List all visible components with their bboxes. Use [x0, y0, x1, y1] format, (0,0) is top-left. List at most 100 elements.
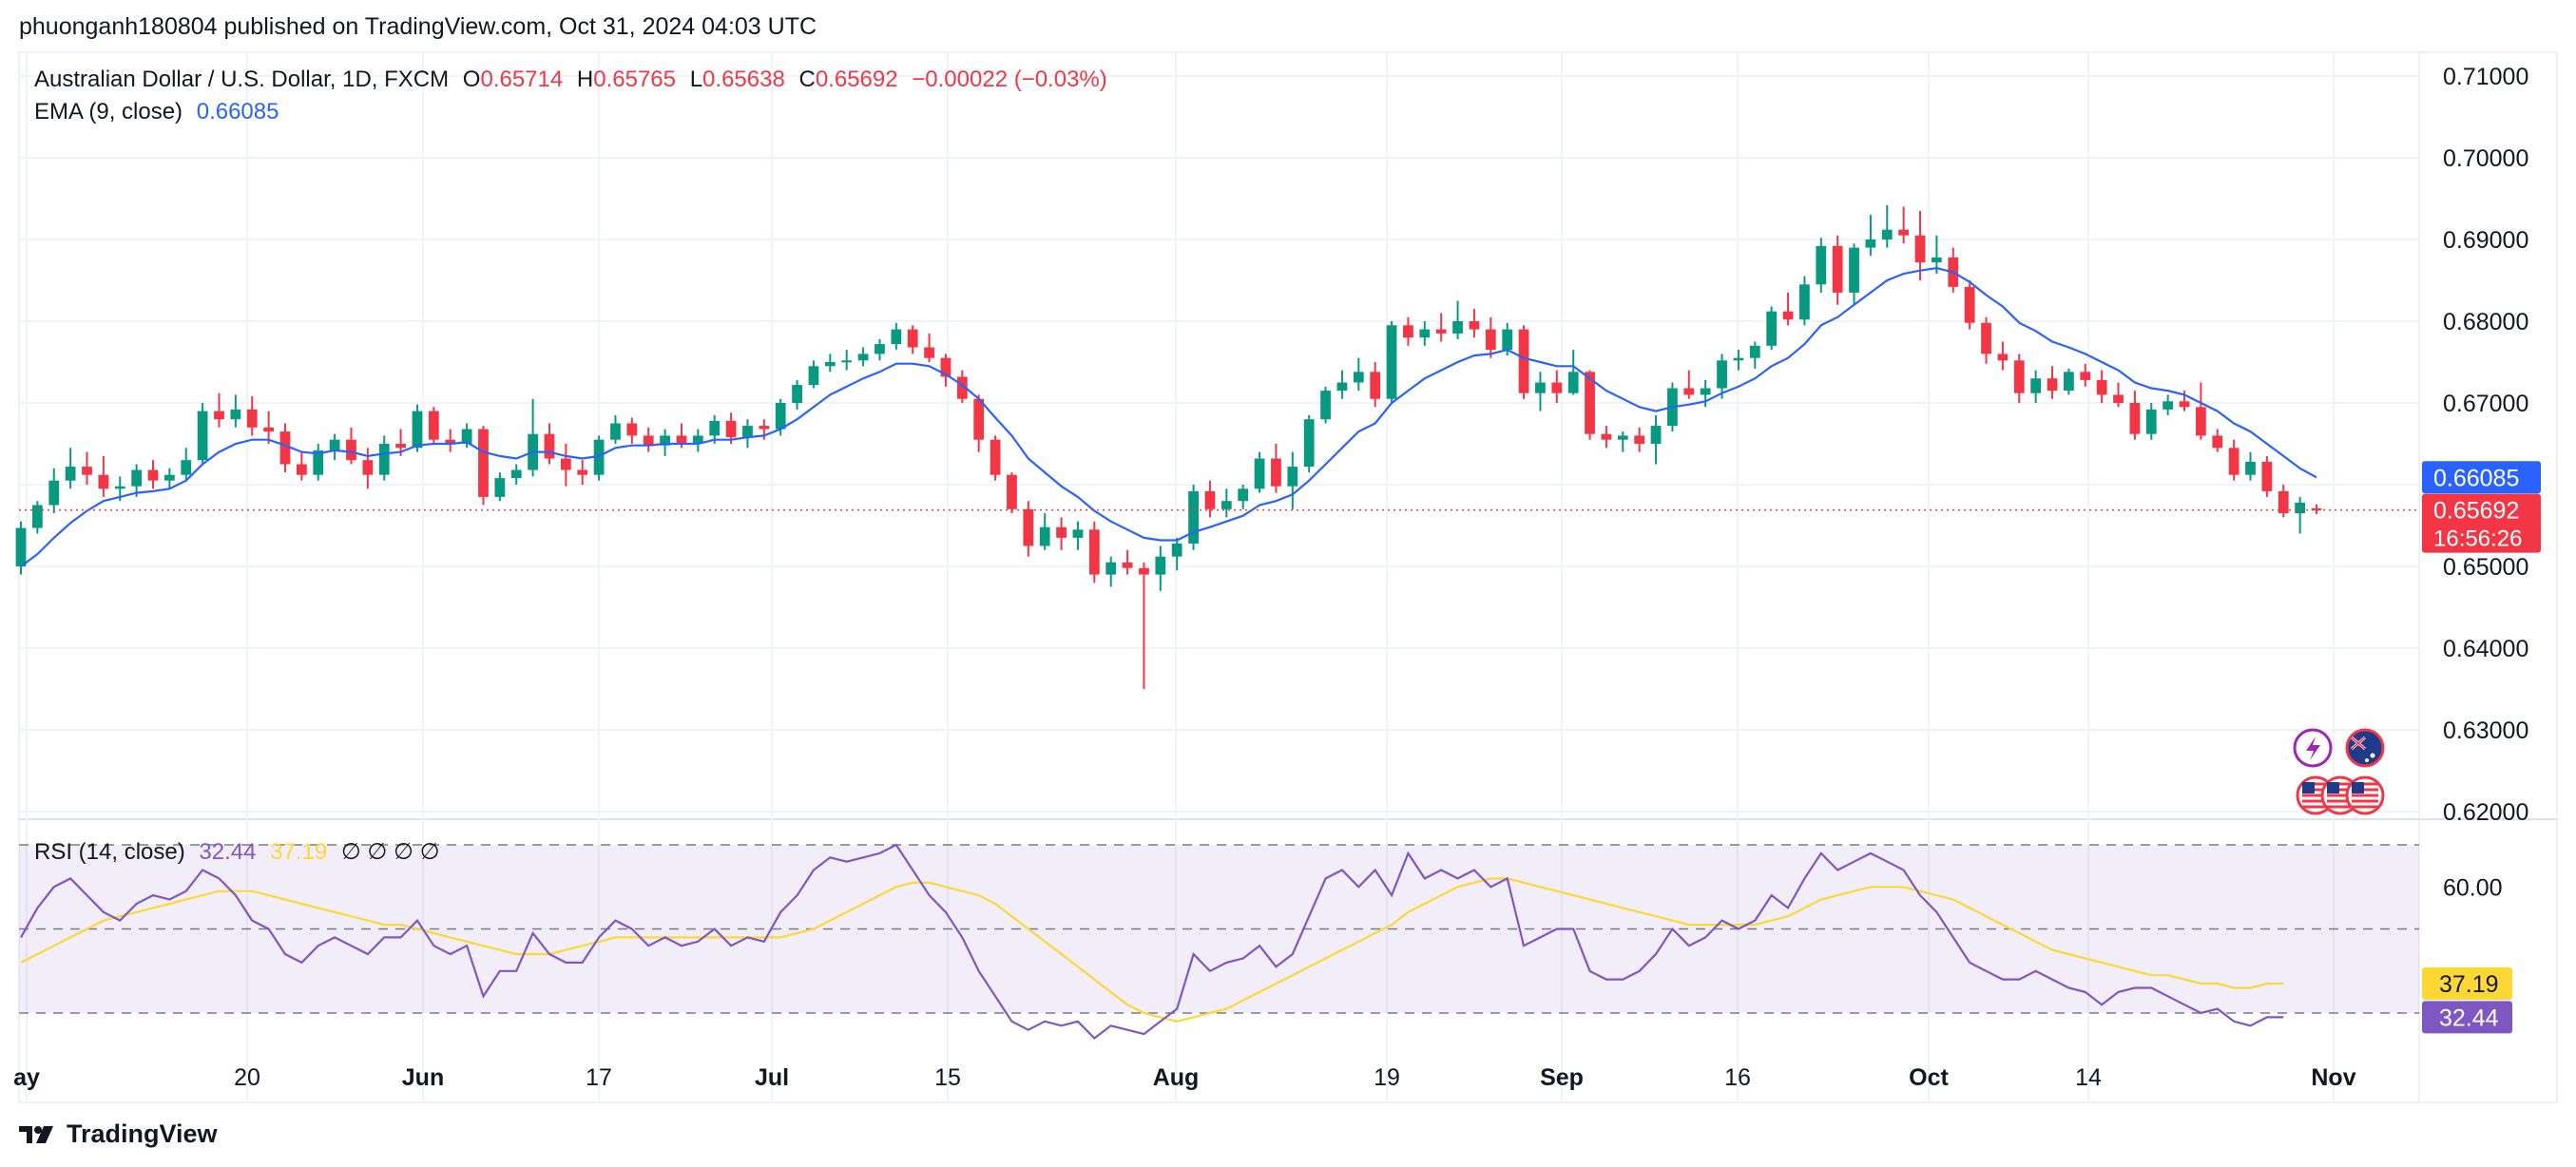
ema-value: 0.66085 — [196, 99, 279, 124]
price-tick-label: 0.63000 — [2443, 717, 2528, 744]
symbol-legend[interactable]: Australian Dollar / U.S. Dollar, 1D, FXC… — [34, 67, 1115, 93]
candle-body — [775, 403, 786, 430]
time-tick-label: Oct — [1909, 1064, 1949, 1091]
candle-body — [1419, 329, 1431, 338]
candle-body — [990, 439, 1001, 475]
candle-body — [1039, 526, 1050, 546]
candle-body — [593, 439, 605, 475]
candle-body — [1287, 467, 1298, 487]
candle-body — [2013, 360, 2025, 393]
candle-body — [2179, 401, 2190, 408]
candle-body — [1221, 501, 1232, 509]
candle-body — [2278, 490, 2289, 514]
publisher-line: phuonganh180804 published on TradingView… — [19, 13, 817, 40]
high-label: H — [576, 67, 594, 92]
price-tick-label: 0.69000 — [2443, 227, 2528, 254]
candle-body — [1320, 391, 1331, 420]
candle-body — [544, 433, 555, 459]
change-value: −0.00022 (−0.03%) — [912, 67, 1107, 92]
candle-body — [445, 439, 456, 444]
candle-body — [1122, 562, 1133, 568]
rsi-tag-text: 32.44 — [2439, 1004, 2499, 1031]
candle-body — [1865, 239, 1876, 248]
candle-body — [1403, 325, 1413, 338]
price-tick-label: 0.62000 — [2443, 799, 2528, 826]
candle-body — [279, 431, 291, 465]
candle-body — [1634, 435, 1645, 444]
time-tick-label: Jul — [755, 1064, 789, 1091]
candle-body — [1056, 526, 1067, 538]
candle-body — [510, 469, 522, 479]
candle-body — [2261, 461, 2273, 491]
candle-body — [1386, 325, 1397, 399]
price-tick-label: 0.70000 — [2443, 145, 2528, 172]
rsi-ma-tag-text: 37.19 — [2439, 971, 2499, 998]
rsi-extra: ∅ ∅ ∅ ∅ — [340, 839, 440, 865]
time-tick-label: Jun — [402, 1064, 444, 1091]
rsi-label: RSI (14, close) — [34, 839, 185, 865]
candle-body — [2228, 448, 2240, 475]
open-value: 0.65714 — [480, 67, 564, 92]
symbol-title: Australian Dollar / U.S. Dollar, 1D, FXC… — [34, 67, 450, 92]
candle-body — [1303, 419, 1315, 468]
tradingview-brand[interactable]: TradingView — [19, 1119, 218, 1149]
candle-body — [131, 469, 143, 487]
ema-price-tag — [2422, 461, 2541, 494]
candle-body — [973, 398, 985, 440]
candle-body — [940, 357, 952, 377]
candle-body — [792, 385, 802, 403]
candle-body — [2129, 403, 2141, 434]
candle-body — [692, 435, 703, 444]
rsi-tag — [2422, 1001, 2512, 1034]
rsi-tick-label: 60.00 — [2443, 874, 2503, 901]
candle-body — [461, 429, 472, 444]
candle-body — [2212, 435, 2223, 449]
last-price-tag-text: 0.65692 — [2433, 498, 2519, 525]
candle-body — [163, 474, 175, 481]
candle-body — [2064, 372, 2074, 392]
candle-body — [610, 423, 621, 440]
candle-body — [181, 460, 192, 475]
time-tick-label: 16 — [1724, 1064, 1751, 1091]
low-value: 0.65638 — [702, 67, 785, 92]
candle-body — [1238, 488, 1249, 502]
candle-body — [2163, 401, 2174, 410]
candle-body — [478, 429, 489, 497]
candle-body — [560, 458, 571, 470]
open-label: O — [462, 67, 481, 92]
candle-body — [1271, 458, 1281, 487]
candle-body — [1105, 562, 1117, 575]
time-tick-label: Aug — [1153, 1064, 1200, 1091]
ema-legend[interactable]: EMA (9, close) 0.66085 — [34, 99, 286, 125]
candle-body — [1849, 247, 1859, 293]
time-tick-label: Nov — [2311, 1064, 2355, 1091]
candle-body — [15, 527, 27, 566]
candle-body — [759, 426, 770, 430]
candle-body — [956, 376, 968, 399]
brand-name: TradingView — [67, 1119, 218, 1148]
candle-body — [1997, 354, 2009, 361]
rsi-legend[interactable]: RSI (14, close) 32.44 37.19 ∅ ∅ ∅ ∅ — [34, 838, 448, 866]
price-tick-label: 0.67000 — [2443, 391, 2528, 417]
candle-body — [147, 469, 159, 481]
high-value: 0.65765 — [593, 67, 677, 92]
candle-body — [395, 444, 406, 449]
candle-body — [1832, 245, 1843, 293]
candle-body — [65, 467, 76, 481]
candle-body — [1336, 382, 1348, 392]
candle-body — [313, 450, 324, 475]
candle-body — [2030, 378, 2042, 393]
candle-body — [857, 354, 869, 361]
candle-body — [412, 411, 423, 449]
candle-body — [824, 362, 836, 367]
candle-body — [907, 329, 918, 348]
candle-body — [378, 444, 390, 475]
candle-body — [1188, 490, 1199, 544]
candle-body — [1601, 433, 1612, 440]
candle-body — [82, 467, 92, 475]
candle-body — [329, 439, 340, 450]
candle-body — [1700, 388, 1711, 395]
price-tick-label: 0.71000 — [2443, 64, 2528, 90]
lightning-icon — [2293, 728, 2333, 768]
